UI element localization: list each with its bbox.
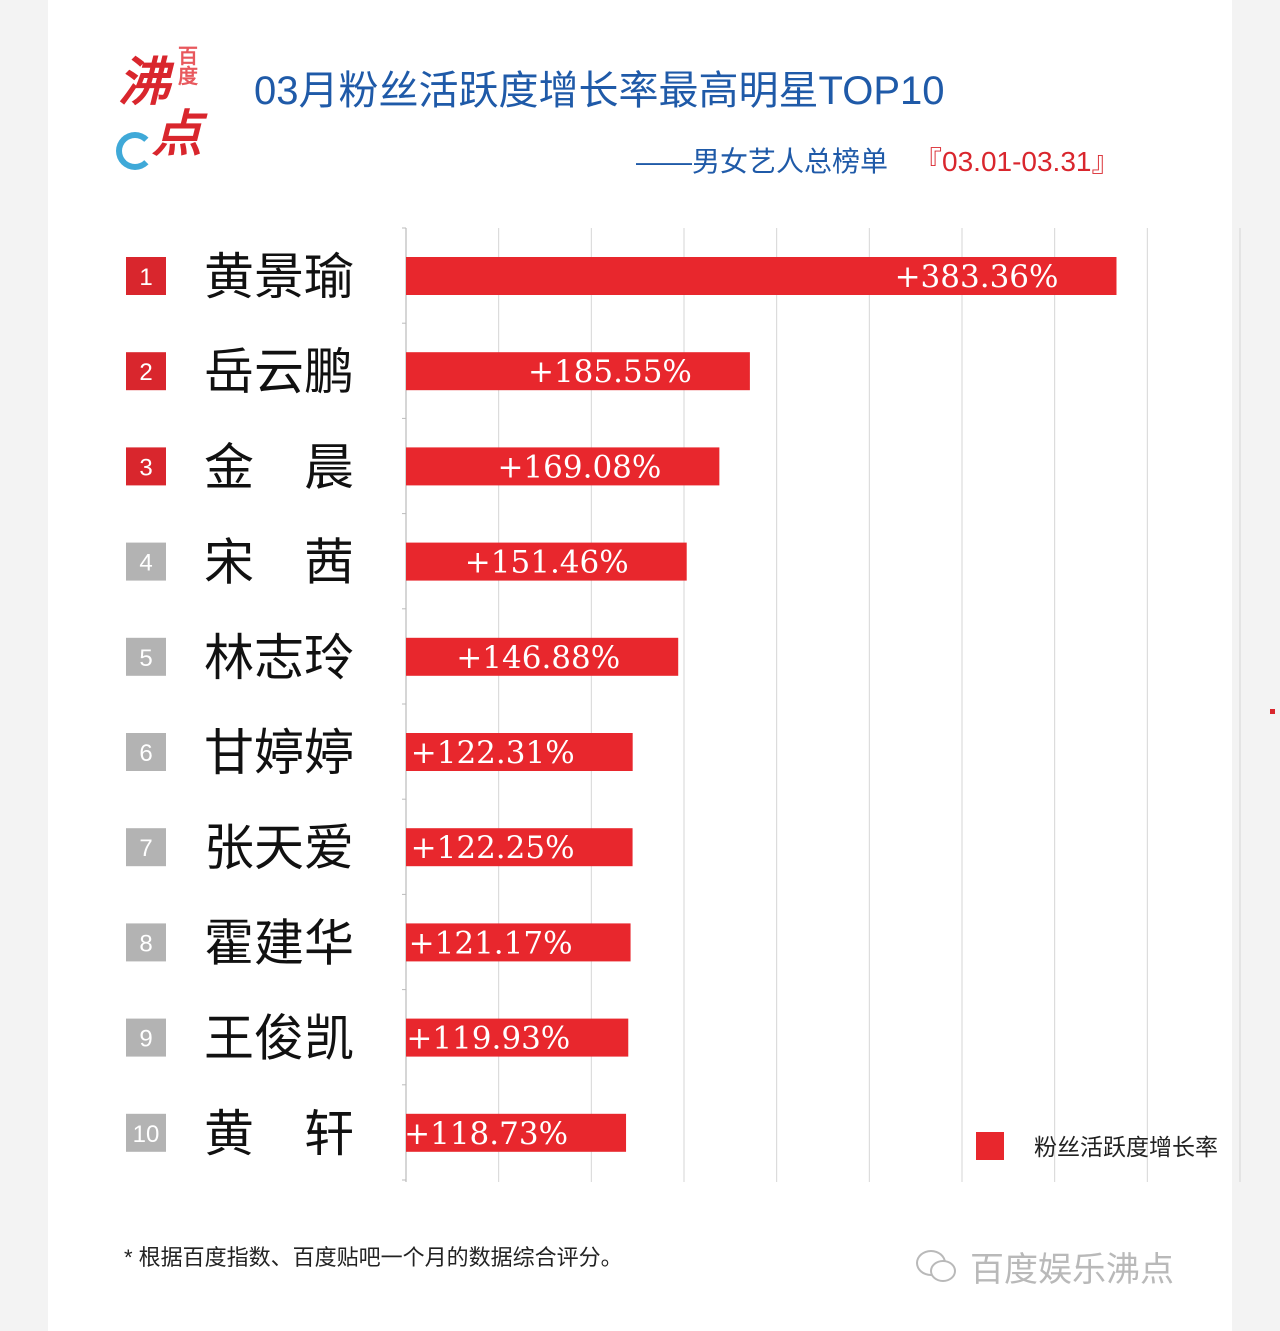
- legend-label: 粉丝活跃度增长率: [1034, 1135, 1218, 1161]
- rank-number: 3: [139, 454, 152, 481]
- subtitle-text: ——男女艺人总榜单: [636, 146, 889, 177]
- rank-number: 2: [139, 359, 152, 386]
- data-label: +119.93%: [406, 1021, 570, 1057]
- rank-badge: [126, 923, 166, 962]
- rank-badge: [126, 542, 166, 581]
- data-label: +118.73%: [404, 1116, 568, 1152]
- category-label: 金 晨: [204, 438, 354, 496]
- category-label: 甘婷婷: [204, 724, 354, 782]
- rank-badge: [126, 1018, 166, 1057]
- wechat-icon: [916, 1249, 956, 1284]
- rank-number: 9: [139, 1026, 152, 1053]
- bar: [406, 1113, 627, 1152]
- category-label: 霍建华: [204, 914, 354, 972]
- rank-number: 1: [139, 264, 152, 291]
- feidian-logo: 沸 百度 点: [116, 40, 226, 170]
- chart-subtitle: ——男女艺人总榜单 『03.01-03.31』: [636, 140, 1119, 180]
- data-label: +122.25%: [411, 830, 575, 866]
- category-label: 岳云鹏: [204, 343, 354, 401]
- rank-number: 7: [139, 835, 152, 862]
- date-range: 『03.01-03.31』: [914, 146, 1120, 177]
- rank-number: 8: [139, 930, 152, 957]
- bar: [406, 257, 1117, 295]
- rank-number: 5: [139, 645, 152, 672]
- category-label: 宋 茜: [204, 534, 354, 592]
- rank-badge: [126, 257, 166, 295]
- logo-fei-char: 沸: [118, 52, 171, 113]
- bar: [406, 1018, 629, 1057]
- logo-dian-char: 点: [152, 104, 202, 163]
- data-label: +122.31%: [411, 735, 575, 771]
- bar: [406, 542, 687, 581]
- edge-marker: [1270, 709, 1275, 714]
- data-label: +121.17%: [409, 925, 573, 961]
- data-label: +383.36%: [895, 259, 1059, 295]
- category-label: 张天爱: [204, 819, 354, 877]
- rank-badge: [126, 733, 166, 771]
- watermark-text: 百度娱乐沸点: [970, 1251, 1174, 1289]
- rank-badge: [126, 828, 166, 867]
- rank-badge: [126, 352, 166, 391]
- bar: [406, 352, 750, 391]
- category-label: 王俊凯: [204, 1010, 354, 1068]
- logo-ring-icon: [116, 132, 154, 170]
- rank-number: 6: [139, 740, 152, 767]
- bar: [406, 828, 633, 867]
- bar: [406, 733, 633, 771]
- rank-number: 10: [133, 1121, 160, 1148]
- chart-title: 03月粉丝活跃度增长率最高明星TOP10: [254, 69, 945, 113]
- bar: [406, 637, 679, 676]
- footnote: * 根据百度指数、百度贴吧一个月的数据综合评分。: [124, 1245, 623, 1270]
- rank-number: 4: [139, 550, 152, 577]
- rank-badge: [126, 447, 166, 486]
- data-label: +169.08%: [497, 449, 661, 485]
- watermark: 百度娱乐沸点: [916, 1242, 1174, 1291]
- data-label: +146.88%: [456, 640, 620, 676]
- legend-swatch: [976, 1132, 1004, 1160]
- bar: [406, 923, 631, 962]
- category-label: 林志玲: [204, 629, 354, 687]
- data-label: +151.46%: [465, 545, 629, 581]
- rank-badge: [126, 1113, 166, 1152]
- category-label: 黄 轩: [204, 1105, 354, 1163]
- data-label: +185.55%: [528, 354, 692, 390]
- logo-baidu-text: 百度: [178, 44, 198, 88]
- rank-badge: [126, 637, 166, 676]
- category-label: 黄景瑜: [204, 248, 354, 306]
- bar: [406, 447, 720, 486]
